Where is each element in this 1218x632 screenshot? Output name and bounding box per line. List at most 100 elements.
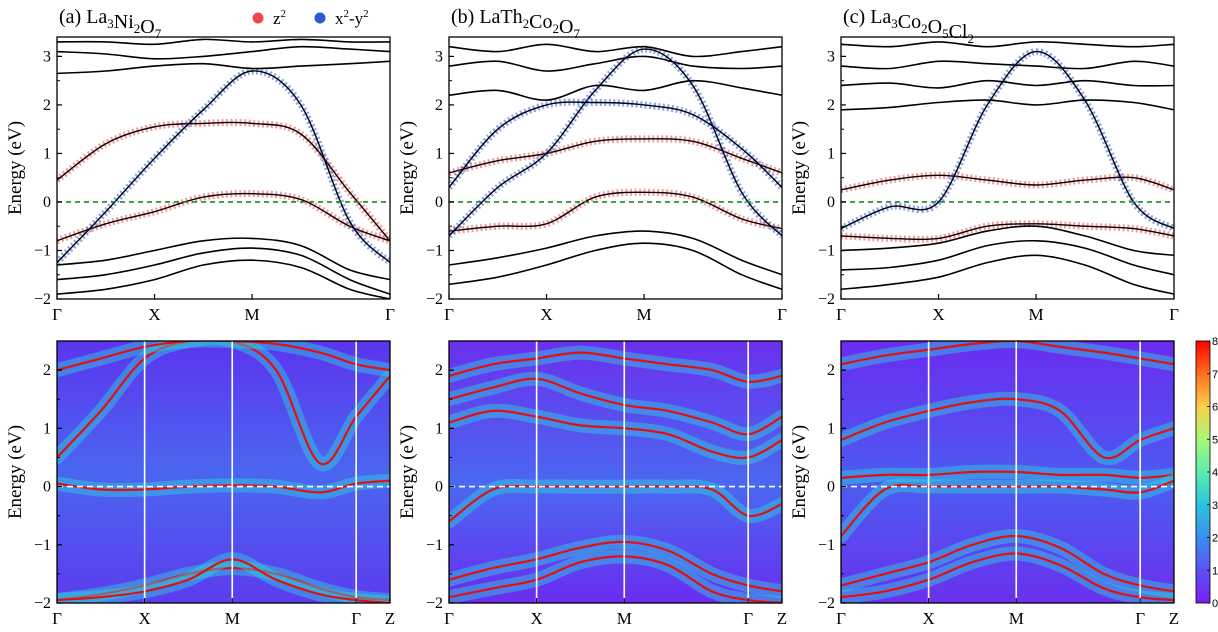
kpoint-label: X (540, 305, 552, 324)
x2y2-band (841, 50, 1174, 230)
y-tick-label: −1 (34, 537, 51, 554)
legend-marker (252, 12, 264, 24)
y-tick-label: 1 (435, 420, 443, 437)
y-axis-label: Energy (eV) (397, 425, 418, 519)
y-axis-label: Energy (eV) (5, 425, 26, 519)
panel-a: −2 −1 0 1 2 3 Γ X M Γ Energy (eV) (a) La3Ni2O7 z2 x2-… (5, 6, 395, 324)
high-band-1 (449, 79, 782, 101)
y-tick-label: 3 (43, 48, 51, 65)
y-tick-label: 0 (435, 194, 443, 211)
y-tick-label: 2 (435, 97, 443, 114)
kpoint-label: Γ (52, 609, 62, 628)
kpoint-label: Γ (1135, 609, 1145, 628)
low-band-1 (449, 230, 782, 276)
colorbar-tick-label: 4 (1212, 467, 1218, 479)
y-tick-label: 0 (43, 479, 51, 496)
panel-f: −2 −1 0 1 2 Γ X M Γ Z Energy (eV) (789, 340, 1179, 628)
axes-frame (448, 340, 783, 604)
panel-title: (a) La3Ni2O7 (59, 6, 162, 41)
high-band-2 (841, 79, 1174, 89)
plot-background (841, 37, 1174, 299)
y-tick-label: −2 (818, 291, 835, 308)
y-tick-label: −2 (426, 291, 443, 308)
colorbar-tick-label: 5 (1212, 434, 1218, 446)
high-band-3 (841, 60, 1174, 70)
kpoint-label: Z (777, 609, 787, 628)
kpoint-label: M (245, 305, 260, 324)
spectral-band-5 (57, 341, 390, 372)
y-tick-label: −1 (426, 537, 443, 554)
y-tick-label: −1 (818, 537, 835, 554)
kpoint-label: M (617, 609, 632, 628)
y-tick-label: −2 (426, 595, 443, 612)
low-band-3 (841, 254, 1174, 295)
colorbar-tick-label: 8 (1212, 336, 1218, 348)
x2y2-band (57, 70, 390, 264)
panel-e: −2 −1 0 1 2 Γ X M Γ Z Energy (eV) (397, 340, 787, 628)
plot-background (449, 37, 782, 299)
kpoint-label: M (637, 305, 652, 324)
kpoint-label: Γ (1169, 305, 1179, 324)
z2-band-upper (449, 138, 782, 174)
kpoint-label: Γ (52, 305, 62, 324)
kpoint-label: X (922, 609, 934, 628)
y-tick-label: 0 (435, 479, 443, 496)
low-band-2 (57, 247, 390, 295)
z2-band-upper (57, 121, 390, 242)
high-band-2 (57, 45, 390, 60)
legend-label: x2-y2 (335, 8, 369, 28)
y-axis-label: Energy (eV) (5, 121, 26, 215)
colorbar-tick-label: 6 (1212, 402, 1218, 414)
kpoint-label: M (1009, 609, 1024, 628)
high-band-4 (841, 41, 1174, 48)
x2y2-band-b (449, 101, 782, 188)
z2-band-lower (449, 191, 782, 232)
y-tick-label: −2 (34, 595, 51, 612)
plot-background (57, 37, 390, 299)
kpoint-label: X (148, 305, 160, 324)
y-axis-label: Energy (eV) (789, 121, 810, 215)
kpoint-label: Γ (444, 609, 454, 628)
y-tick-label: 3 (435, 48, 443, 65)
y-axis-label: Energy (eV) (397, 121, 418, 215)
axes-frame (56, 36, 391, 300)
axes-frame (840, 340, 1175, 604)
y-tick-label: 2 (43, 362, 51, 379)
high-band-3 (449, 43, 782, 58)
low-band-2 (841, 239, 1174, 276)
y-tick-label: −2 (34, 291, 51, 308)
axes-frame (448, 36, 783, 300)
panel-title: (b) LaTh2Co2O7 (451, 6, 580, 41)
kpoint-label: X (138, 609, 150, 628)
y-tick-label: −1 (818, 242, 835, 259)
high-band-2 (449, 55, 782, 72)
kpoint-label: X (932, 305, 944, 324)
legend-marker (314, 12, 326, 24)
kpoint-label: M (1029, 305, 1044, 324)
y-tick-label: 1 (43, 420, 51, 437)
z2-band-lower (57, 192, 390, 242)
panel-c: −2 −1 0 1 2 3 Γ X M Γ Energy (eV) (c) La3Co2O5Cl2 (789, 6, 1179, 324)
colorbar-tick-label: 7 (1212, 369, 1218, 381)
y-tick-label: 1 (827, 420, 835, 437)
kpoint-label: Z (1169, 609, 1179, 628)
high-band-1 (57, 60, 390, 75)
kpoint-label: Γ (836, 609, 846, 628)
y-tick-label: 1 (43, 145, 51, 162)
kpoint-label: M (225, 609, 240, 628)
y-tick-label: 2 (827, 362, 835, 379)
kpoint-label: X (530, 609, 542, 628)
y-tick-label: 0 (43, 194, 51, 211)
panel-title: (c) La3Co2O5Cl2 (843, 6, 974, 46)
y-tick-label: 2 (827, 97, 835, 114)
kpoint-label: Γ (351, 609, 361, 628)
y-tick-label: −1 (426, 242, 443, 259)
legend-label: z2 (273, 8, 286, 28)
colorbar-tick-label: 3 (1212, 500, 1218, 512)
low-band-3 (57, 259, 390, 299)
high-band-3 (57, 38, 390, 46)
kpoint-label: Z (385, 609, 395, 628)
z2-band-lower (841, 223, 1174, 241)
low-band-2 (449, 242, 782, 291)
